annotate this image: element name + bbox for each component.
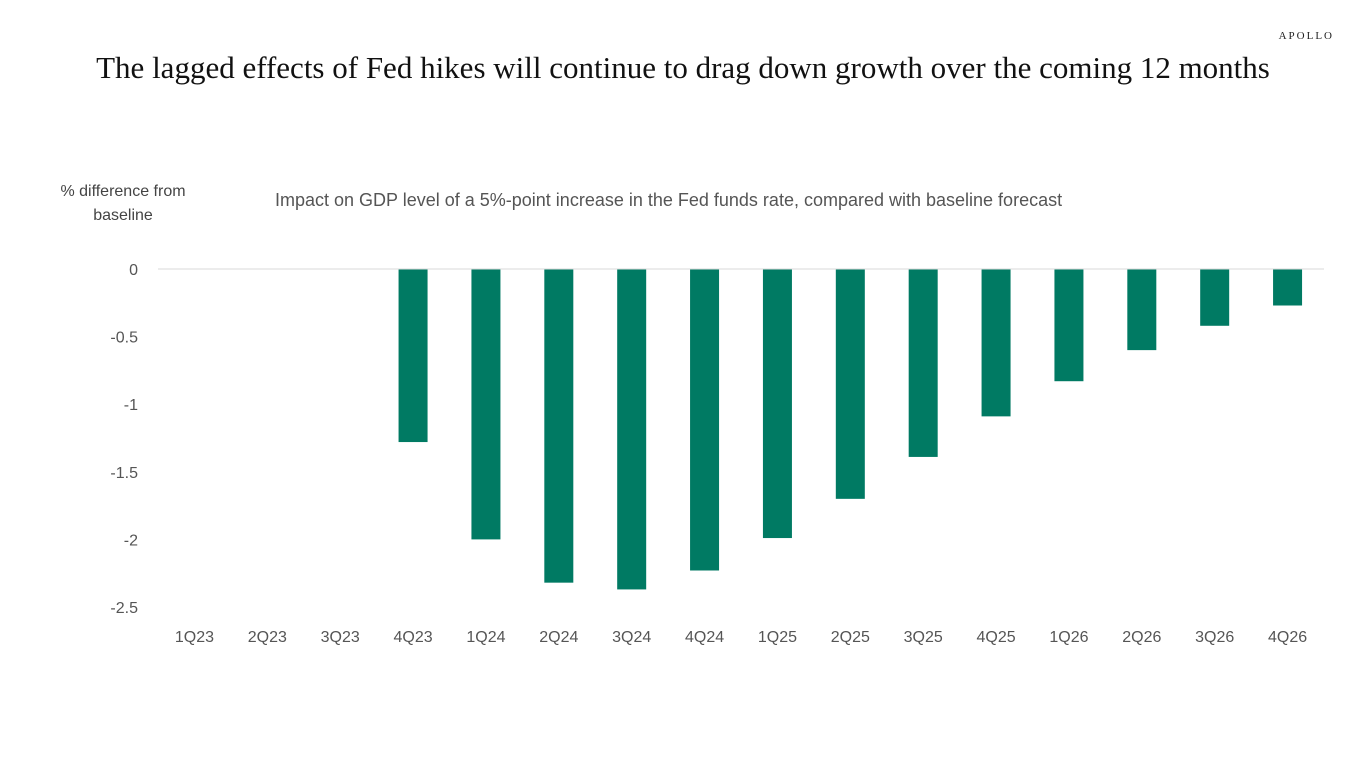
bar-1q26 [1054,269,1084,382]
bar-4q24 [690,269,720,571]
bar-4q23 [398,269,428,443]
x-tick-label: 4Q26 [1268,629,1307,646]
y-tick-label: -1 [124,397,138,414]
x-tick-label: 3Q23 [321,629,360,646]
x-tick-label: 1Q25 [758,629,797,646]
bar-2q26 [1127,269,1157,351]
bar-3q25 [908,269,938,457]
y-tick-label: -0.5 [110,330,138,347]
x-axis-ticks: 1Q23 2Q23 3Q23 4Q23 1Q24 2Q24 3Q24 4Q24 1Q25 2Q25… [175,629,1307,646]
y-tick-label: -2.5 [110,600,138,617]
bar-4q25 [981,269,1011,417]
x-tick-label: 4Q25 [976,629,1015,646]
bar-3q26 [1200,269,1230,326]
x-tick-label: 3Q26 [1195,629,1234,646]
y-axis-ticks: 0 -0.5 -1 -1.5 -2 -2.5 [110,262,138,617]
x-tick-label: 3Q25 [904,629,943,646]
bar-2q24 [544,269,574,583]
y-tick-label: -1.5 [110,465,138,482]
y-axis-label: % difference from baseline [60,183,186,224]
x-tick-label: 2Q25 [831,629,870,646]
y-tick-label: 0 [129,262,138,279]
bars-group [398,269,1303,590]
bar-4q26 [1273,269,1303,306]
brand-logo: APOLLO [1278,30,1334,42]
x-tick-label: 1Q23 [175,629,214,646]
bar-1q25 [762,269,792,539]
x-tick-label: 4Q23 [393,629,432,646]
x-tick-label: 2Q24 [539,629,578,646]
x-tick-label: 1Q24 [466,629,505,646]
bar-3q24 [617,269,647,590]
x-tick-label: 1Q26 [1049,629,1088,646]
x-tick-label: 2Q26 [1122,629,1161,646]
bar-2q25 [835,269,865,499]
x-tick-label: 3Q24 [612,629,651,646]
x-tick-label: 2Q23 [248,629,287,646]
chart-subtitle: Impact on GDP level of a 5%-point increa… [275,190,1063,210]
y-tick-label: -2 [124,532,138,549]
bar-1q24 [471,269,501,540]
x-tick-label: 4Q24 [685,629,724,646]
chart-title: The lagged effects of Fed hikes will con… [96,50,1270,85]
